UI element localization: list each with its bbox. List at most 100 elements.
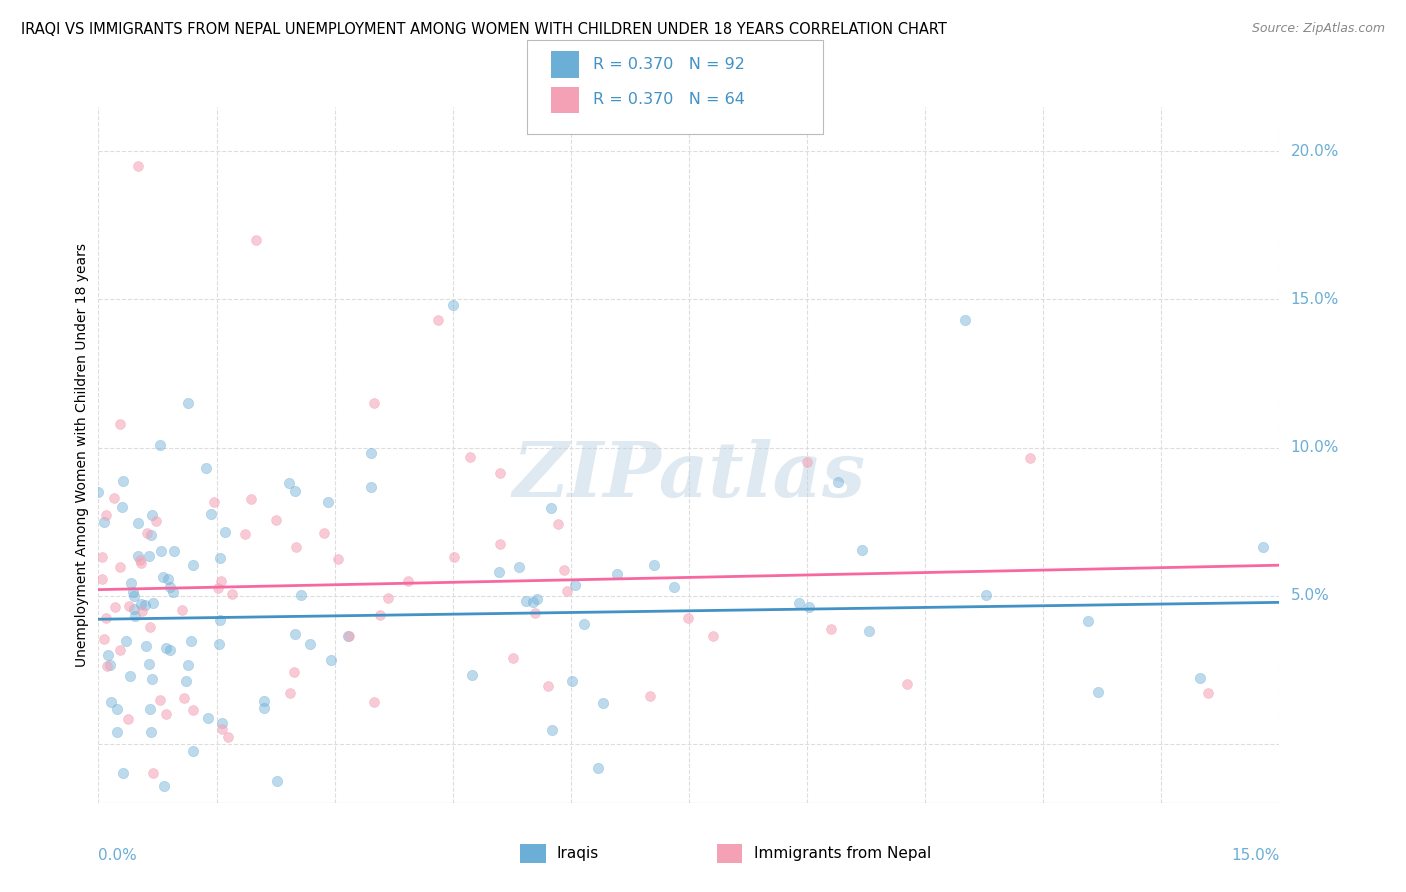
Point	[284, 540, 307, 554]
Point	[131, 604, 153, 618]
Point	[111, 500, 134, 514]
Text: IRAQI VS IMMIGRANTS FROM NEPAL UNEMPLOYMENT AMONG WOMEN WITH CHILDREN UNDER 18 Y: IRAQI VS IMMIGRANTS FROM NEPAL UNEMPLOYM…	[21, 22, 948, 37]
Point	[136, 525, 159, 540]
Point	[96, 648, 118, 662]
Point	[141, 508, 163, 523]
Point	[312, 525, 335, 540]
Point	[105, 725, 128, 739]
Point	[239, 491, 262, 506]
Point	[508, 560, 530, 574]
Point	[1019, 450, 1042, 465]
Point	[540, 500, 562, 515]
Point	[555, 583, 578, 598]
Point	[953, 313, 976, 327]
Point	[363, 695, 385, 709]
Point	[122, 589, 145, 603]
Text: 15.0%: 15.0%	[1232, 848, 1279, 863]
Point	[796, 455, 818, 469]
Point	[111, 474, 134, 488]
Point	[662, 581, 685, 595]
Point	[104, 599, 127, 614]
Point	[553, 563, 575, 577]
Point	[107, 702, 129, 716]
Point	[1077, 614, 1099, 628]
Point	[316, 495, 339, 509]
Point	[98, 657, 121, 672]
Point	[1189, 671, 1212, 685]
Point	[502, 651, 524, 665]
Point	[142, 597, 165, 611]
Point	[134, 598, 156, 612]
Point	[277, 476, 299, 491]
Point	[221, 587, 243, 601]
Point	[427, 313, 450, 327]
Point	[336, 628, 359, 642]
Point	[127, 159, 149, 173]
Point	[377, 591, 399, 605]
Text: 5.0%: 5.0%	[1291, 588, 1329, 603]
Point	[159, 580, 181, 594]
Point	[129, 556, 152, 570]
Point	[1281, 617, 1303, 632]
Point	[87, 484, 110, 499]
Point	[461, 667, 484, 681]
Point	[111, 766, 134, 780]
Text: Iraqis: Iraqis	[557, 847, 599, 861]
Point	[676, 611, 699, 625]
Point	[121, 585, 143, 599]
Point	[142, 766, 165, 780]
Point	[638, 689, 661, 703]
Point	[574, 617, 596, 632]
Point	[586, 761, 609, 775]
Point	[114, 634, 136, 648]
Point	[217, 730, 239, 744]
Point	[319, 653, 342, 667]
Point	[974, 589, 997, 603]
Point	[174, 673, 197, 688]
Point	[207, 637, 229, 651]
Text: ZIPatlas: ZIPatlas	[512, 439, 866, 513]
Point	[117, 712, 139, 726]
Text: 15.0%: 15.0%	[1291, 292, 1339, 307]
Point	[138, 657, 160, 671]
Point	[183, 558, 205, 572]
Point	[108, 417, 131, 431]
Point	[368, 608, 391, 623]
Point	[606, 567, 628, 582]
Point	[163, 544, 186, 558]
Point	[152, 570, 174, 584]
Point	[135, 640, 157, 654]
Point	[1197, 686, 1219, 700]
Point	[592, 696, 614, 710]
Text: R = 0.370   N = 92: R = 0.370 N = 92	[593, 57, 745, 71]
Point	[139, 701, 162, 715]
Point	[156, 572, 179, 586]
Point	[547, 516, 569, 531]
Point	[177, 657, 200, 672]
Point	[896, 677, 918, 691]
Point	[443, 550, 465, 565]
Point	[149, 438, 172, 452]
Point	[245, 233, 267, 247]
Point	[515, 594, 537, 608]
Point	[858, 624, 880, 638]
Point	[120, 669, 142, 683]
Point	[208, 613, 231, 627]
Point	[326, 552, 349, 566]
Point	[283, 665, 305, 679]
Point	[200, 507, 222, 521]
Point	[129, 553, 152, 567]
Point	[124, 601, 146, 615]
Point	[488, 537, 510, 551]
Text: 10.0%: 10.0%	[1291, 440, 1339, 455]
Point	[523, 606, 546, 620]
Point	[363, 396, 385, 410]
Point	[96, 508, 118, 523]
Text: 0.0%: 0.0%	[98, 848, 138, 863]
Point	[103, 491, 125, 505]
Point	[120, 576, 142, 591]
Point	[522, 595, 544, 609]
Point	[195, 461, 218, 475]
Point	[91, 550, 114, 565]
Point	[360, 480, 382, 494]
